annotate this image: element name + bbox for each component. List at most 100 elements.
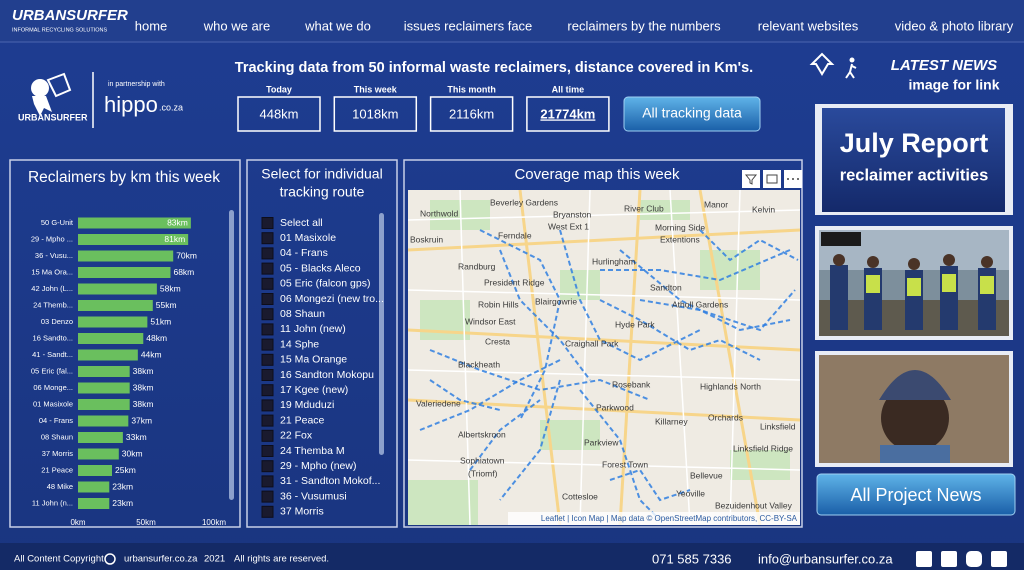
nav-link[interactable]: relevant websites	[758, 18, 859, 33]
nav-logo[interactable]: URBANSURFER	[12, 7, 128, 24]
nav-link[interactable]: what we do	[304, 18, 371, 33]
slicer-item[interactable]: 31 - Sandton Mokof...	[280, 475, 380, 487]
stat-value: 1018km	[352, 106, 398, 121]
place-label: Cresta	[485, 336, 510, 346]
slicer-item[interactable]: 05 - Blacks Aleco	[280, 262, 361, 274]
checkbox[interactable]	[261, 338, 274, 351]
vimeo-icon[interactable]	[991, 551, 1007, 567]
slicer-item[interactable]: 21 Peace	[280, 414, 325, 426]
filter-icon[interactable]	[742, 170, 760, 188]
slicer-item[interactable]: 37 Morris	[280, 506, 324, 518]
news-photo-portrait[interactable]	[815, 351, 1013, 467]
checkbox[interactable]	[261, 247, 274, 260]
checkbox[interactable]	[261, 353, 274, 366]
checkbox[interactable]	[261, 323, 274, 336]
slicer-item[interactable]: 36 - Vusumusi	[280, 490, 347, 502]
tracking-button[interactable]	[623, 96, 761, 132]
slicer-item[interactable]: 11 John (new)	[280, 323, 346, 335]
footer-phone[interactable]: 071 585 7336	[652, 551, 732, 566]
checkbox[interactable]	[261, 217, 274, 229]
slicer-item[interactable]: 06 Mongezi (new tro...	[280, 293, 384, 305]
map-panel	[403, 159, 803, 528]
report-card[interactable]	[822, 108, 1005, 212]
checkbox[interactable]	[261, 232, 274, 245]
map-toolbar	[742, 170, 802, 188]
map-attribution[interactable]: Leaflet | Icon Map | Map data © OpenStre…	[541, 514, 798, 523]
footer-email[interactable]: info@urbansurfer.co.za	[758, 551, 893, 566]
chart-scrollbar[interactable]	[229, 210, 234, 500]
stat-box	[526, 96, 610, 132]
checkbox[interactable]	[261, 262, 274, 275]
place-label: Boskruin	[410, 234, 443, 244]
slicer-item[interactable]: 14 Sphe	[280, 338, 319, 350]
place-label: Forest Town	[602, 459, 648, 469]
place-label: President Ridge	[484, 277, 545, 287]
slicer-panel	[246, 159, 398, 528]
map[interactable]: Northwold Beverley Gardens Bryanston Wes…	[408, 190, 800, 525]
attribution-box	[508, 512, 800, 525]
slicer-item[interactable]: 22 Fox	[280, 430, 313, 442]
tracking-button-label[interactable]: All tracking data	[642, 105, 742, 121]
footer-rights: All rights are reserved.	[234, 554, 329, 565]
partner-intro: in partnership with	[108, 81, 165, 88]
checkbox[interactable]	[261, 445, 274, 457]
slicer-item[interactable]: 15 Ma Orange	[280, 354, 347, 366]
footer-site[interactable]: urbansurfer.co.za	[124, 554, 198, 565]
report-subtitle[interactable]: reclaimer activities	[840, 166, 989, 184]
checkbox[interactable]	[261, 399, 274, 412]
map-labels: Northwold Beverley Gardens Bryanston Wes…	[410, 197, 796, 510]
news-heading: LATEST NEWS	[891, 57, 997, 74]
x-tick-label: 50km	[136, 518, 156, 527]
place-label: Killarney	[655, 416, 688, 426]
bar	[78, 498, 110, 509]
slicer-item[interactable]: Select all	[280, 217, 323, 229]
tracking-title: Tracking data from 50 informal waste rec…	[235, 60, 753, 76]
linkedin-icon[interactable]	[941, 551, 957, 567]
checkbox[interactable]	[261, 414, 274, 427]
checkbox[interactable]	[261, 293, 274, 305]
checkbox[interactable]	[261, 277, 274, 290]
slicer-scrollbar[interactable]	[379, 213, 384, 455]
place-label: Linksfield	[760, 421, 796, 431]
slicer-item[interactable]: 04 - Frans	[280, 247, 328, 259]
checkbox[interactable]	[261, 308, 274, 321]
y-tick-label: 05 Eric (fal...	[31, 366, 73, 375]
nav-link[interactable]: reclaimers by the numbers	[567, 18, 721, 33]
bar	[78, 250, 174, 262]
instagram-icon[interactable]	[966, 551, 982, 567]
news-photo-team[interactable]	[815, 226, 1013, 340]
place-label: River Club	[624, 203, 664, 213]
slicer-item[interactable]: 08 Shaun	[280, 308, 325, 320]
nav-link[interactable]: issues reclaimers face	[404, 18, 533, 33]
slicer-item[interactable]: 29 - Mpho (new)	[280, 460, 356, 472]
nav-link[interactable]: who we are	[203, 18, 270, 33]
project-news-label[interactable]: All Project News	[850, 485, 981, 505]
checkbox[interactable]	[261, 460, 274, 473]
checkbox[interactable]	[261, 384, 274, 397]
slicer-item[interactable]: 16 Sandton Mokopu	[280, 369, 374, 381]
place-label: Randburg	[458, 261, 496, 271]
slicer-item[interactable]: 24 Themba M	[280, 445, 345, 457]
checkbox[interactable]	[261, 505, 274, 518]
slicer-item[interactable]: 05 Eric (falcon gps)	[280, 278, 370, 290]
project-news-button[interactable]	[816, 473, 1016, 516]
checkbox[interactable]	[261, 369, 274, 381]
place-label: Beverley Gardens	[490, 197, 558, 207]
slicer-item[interactable]: 17 Kgee (new)	[280, 384, 348, 396]
report-title[interactable]: July Report	[840, 128, 989, 158]
bar	[78, 465, 112, 476]
checkbox[interactable]	[261, 490, 274, 503]
slicer-item[interactable]: 19 Mduduzi	[280, 399, 334, 411]
slicer-item[interactable]: 01 Masixole	[280, 232, 336, 244]
bar	[78, 283, 157, 295]
nav-link[interactable]: video & photo library	[895, 18, 1014, 33]
nav-link[interactable]: home	[135, 18, 168, 33]
facebook-icon[interactable]	[916, 551, 932, 567]
urbansurfer-logo	[31, 72, 72, 116]
bar	[78, 333, 144, 344]
checkbox[interactable]	[261, 475, 274, 488]
value-label: 37km	[131, 415, 152, 425]
checkbox[interactable]	[261, 429, 274, 442]
focus-icon[interactable]	[763, 170, 781, 188]
